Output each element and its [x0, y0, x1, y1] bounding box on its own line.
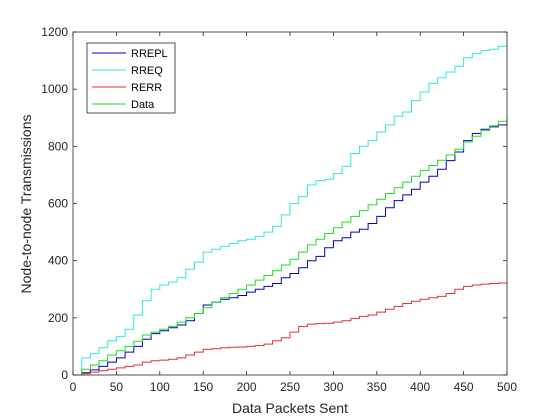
legend-entry-data: Data	[92, 99, 155, 111]
y-tick-label: 0	[61, 368, 68, 382]
legend-label-rrepl: RREPL	[131, 48, 168, 60]
series-line-rrepl	[73, 122, 508, 376]
x-tick-label: 100	[150, 380, 170, 394]
y-axis-title: Node-to-node Transmissions	[18, 115, 34, 294]
x-tick-label: 400	[410, 380, 430, 394]
x-tick-label: 250	[280, 380, 300, 394]
legend-entry-rreq: RREQ	[92, 65, 163, 77]
tick-layer: 0 50 100 150 200 250 300 350 400 450 500 0 200 400 600…	[41, 25, 517, 394]
legend-label-data: Data	[131, 99, 155, 111]
series-layer	[73, 40, 508, 376]
x-tick-label: 500	[497, 380, 517, 394]
x-tick-label: 450	[454, 380, 474, 394]
series-line-data	[73, 114, 508, 376]
legend-entry-rerr: RERR	[92, 82, 162, 94]
y-tick-label: 800	[48, 139, 68, 153]
y-tick-label: 1000	[41, 82, 68, 96]
series-line-rreq	[73, 40, 508, 376]
y-tick-label: 600	[48, 197, 68, 211]
legend-box	[86, 42, 176, 114]
x-tick-label: 300	[323, 380, 343, 394]
legend: RREPL RREQ RERR Data	[86, 42, 176, 114]
x-tick-label: 200	[237, 380, 257, 394]
legend-entry-rrepl: RREPL	[92, 48, 168, 60]
y-tick-label: 1200	[41, 25, 68, 39]
legend-label-rreq: RREQ	[131, 65, 163, 77]
x-tick-label: 150	[193, 380, 213, 394]
x-axis-title: Data Packets Sent	[232, 400, 348, 416]
legend-label-rerr: RERR	[131, 82, 162, 94]
x-tick-label: 0	[70, 380, 77, 394]
y-tick-label: 400	[48, 254, 68, 268]
y-tick-label: 200	[48, 311, 68, 325]
series-line-rerr	[73, 282, 508, 376]
x-tick-label: 350	[367, 380, 387, 394]
x-tick-label: 50	[110, 380, 124, 394]
